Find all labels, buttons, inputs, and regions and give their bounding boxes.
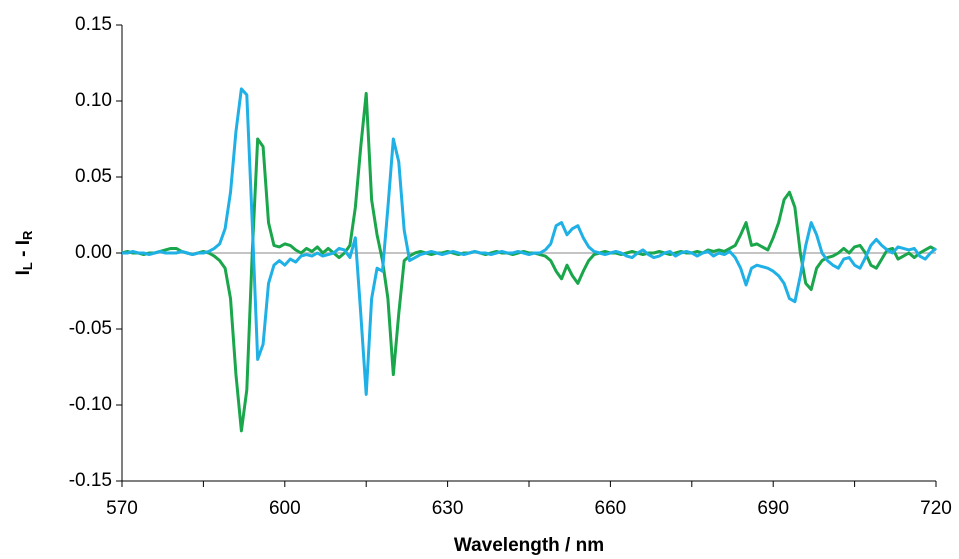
y-tick-label: -0.10 <box>69 394 112 415</box>
x-axis-title: Wavelength / nm <box>454 535 604 556</box>
x-tick-label: 570 <box>106 498 138 519</box>
x-tick-label: 660 <box>595 498 627 519</box>
x-tick-label: 630 <box>432 498 464 519</box>
y-title-part: I <box>13 270 34 275</box>
y-tick-label: -0.15 <box>69 470 112 491</box>
y-tick-label: 0.05 <box>75 166 112 187</box>
y-title-sub: R <box>20 230 35 240</box>
y-tick-label: 0.15 <box>75 14 112 35</box>
y-tick-label: 0.10 <box>75 90 112 111</box>
x-tick-label: 720 <box>920 498 952 519</box>
y-title-part: - I <box>13 240 34 262</box>
y-tick-label: 0.00 <box>75 242 112 263</box>
y-tick-label: -0.05 <box>69 318 112 339</box>
x-tick-label: 600 <box>269 498 301 519</box>
y-title-sub: L <box>20 262 35 270</box>
series-line <box>122 87 937 396</box>
y-axis-title: IL - IR <box>13 230 35 275</box>
series-line <box>121 91 937 433</box>
x-tick-label: 690 <box>757 498 789 519</box>
